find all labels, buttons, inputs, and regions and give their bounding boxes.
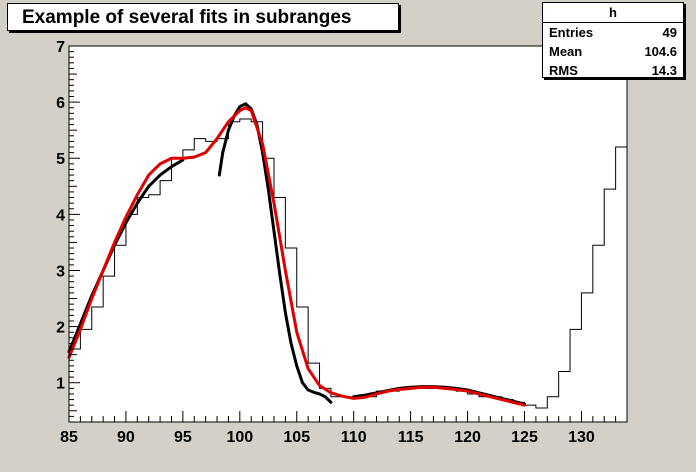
fit-curves (67, 102, 527, 407)
global-fit-curve (67, 106, 527, 407)
x-tick-label: 115 (398, 429, 424, 446)
histogram-outline (68, 118, 627, 422)
x-tick-label: 130 (568, 429, 595, 446)
stats-label: RMS (549, 63, 578, 78)
plot-area (69, 46, 627, 422)
plot-frame (68, 45, 628, 423)
stats-label: Entries (549, 25, 594, 40)
stats-row-mean: Mean 104.6 (543, 42, 683, 61)
x-tick-label: 125 (511, 429, 538, 446)
y-tick-label: 7 (56, 39, 65, 56)
stats-box: h Entries 49 Mean 104.6 RMS 14.3 (542, 2, 684, 78)
y-tick-label: 5 (56, 151, 65, 168)
x-tick-label: 120 (454, 429, 481, 446)
x-tick-label: 105 (283, 429, 310, 446)
stats-row-rms: RMS 14.3 (543, 61, 683, 80)
y-tick-label: 6 (56, 95, 65, 112)
histogram (68, 118, 627, 422)
y-tick-label: 2 (56, 320, 65, 337)
axes: 85 90 95 100 105 110 115 120 125 130 1 2 3 4 5 6 7 (56, 39, 628, 446)
stats-histogram-name: h (543, 3, 683, 23)
stats-value: 49 (662, 25, 677, 40)
y-tick-label: 4 (56, 207, 65, 224)
stats-value: 104.6 (644, 44, 677, 59)
x-tick-label: 100 (226, 429, 253, 446)
x-tick-label: 85 (60, 429, 78, 446)
title-box: Example of several fits in subranges (7, 3, 399, 31)
y-tick-label: 1 (56, 376, 65, 393)
x-tick-label: 110 (341, 429, 367, 446)
stats-label: Mean (549, 44, 583, 59)
chart-title: Example of several fits in subranges (22, 7, 352, 28)
x-tick-label: 95 (174, 429, 192, 446)
stats-row-entries: Entries 49 (543, 23, 683, 42)
y-tick-label: 3 (56, 263, 65, 280)
stats-value: 14.3 (651, 63, 677, 78)
x-tick-label: 90 (117, 429, 135, 446)
